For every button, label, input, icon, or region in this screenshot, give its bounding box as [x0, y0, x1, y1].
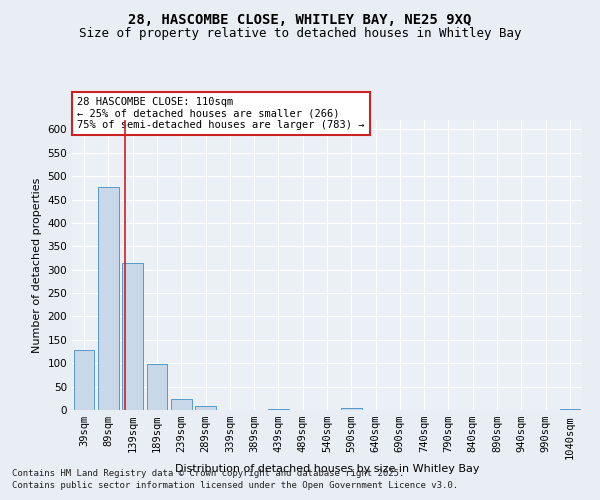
Y-axis label: Number of detached properties: Number of detached properties [32, 178, 42, 352]
Bar [146, 364, 167, 410]
Text: Size of property relative to detached houses in Whitley Bay: Size of property relative to detached ho… [79, 28, 521, 40]
Bar [560, 408, 580, 410]
Text: Contains HM Land Registry data © Crown copyright and database right 2025.: Contains HM Land Registry data © Crown c… [12, 468, 404, 477]
Text: 28 HASCOMBE CLOSE: 110sqm
← 25% of detached houses are smaller (266)
75% of semi: 28 HASCOMBE CLOSE: 110sqm ← 25% of detac… [77, 97, 365, 130]
Text: 28, HASCOMBE CLOSE, WHITLEY BAY, NE25 9XQ: 28, HASCOMBE CLOSE, WHITLEY BAY, NE25 9X… [128, 12, 472, 26]
Bar [122, 263, 143, 410]
X-axis label: Distribution of detached houses by size in Whitley Bay: Distribution of detached houses by size … [175, 464, 479, 474]
Bar [74, 350, 94, 410]
Bar [195, 406, 216, 410]
Bar [341, 408, 362, 410]
Text: Contains public sector information licensed under the Open Government Licence v3: Contains public sector information licen… [12, 481, 458, 490]
Bar [171, 399, 191, 410]
Bar [268, 408, 289, 410]
Bar [98, 187, 119, 410]
